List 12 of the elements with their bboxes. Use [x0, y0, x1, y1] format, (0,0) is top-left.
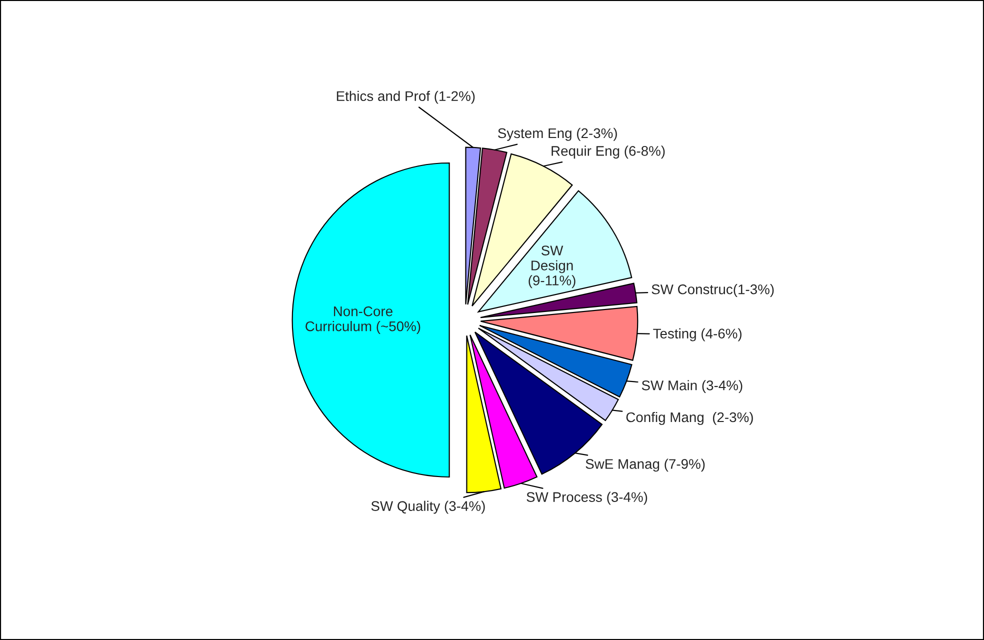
- slice-label: SW Design (9-11%): [528, 246, 576, 288]
- slice-label: Non-Core Curriculum (~50%): [306, 306, 420, 334]
- slice-label: SW Process (3-4%): [526, 492, 648, 505]
- slice-label: System Eng (2-3%): [498, 128, 617, 141]
- slice-label: SW Construc(1-3%): [652, 284, 774, 297]
- slice-label: Ethics and Prof (1-2%): [336, 90, 475, 104]
- slice-label: SwE Manag (7-9%): [586, 458, 705, 472]
- slice-label: Config Mang (2-3%): [626, 412, 753, 425]
- slice-label: SW Main (3-4%): [642, 380, 742, 394]
- slice-label: Requir Eng (6-8%): [552, 146, 665, 159]
- legend-label: SW Quality (3-4%): [371, 500, 485, 514]
- slice-label: Testing (4-6%): [653, 328, 742, 342]
